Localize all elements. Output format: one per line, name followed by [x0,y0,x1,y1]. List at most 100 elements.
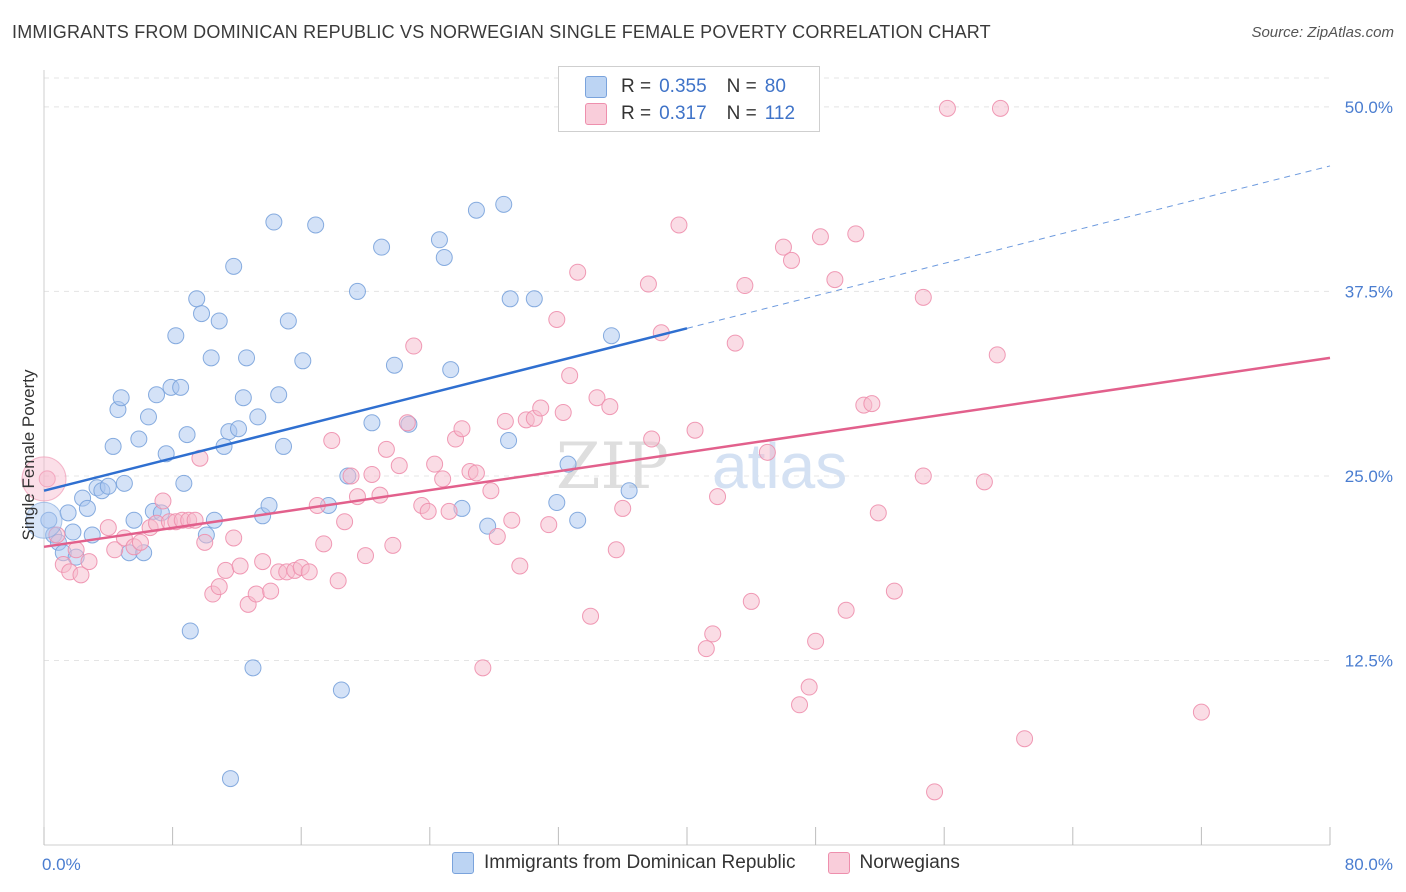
series-legend: Immigrants from Dominican Republic Norwe… [452,852,992,874]
point-norwegian [601,398,619,416]
point-norwegian [440,502,458,520]
point-norwegian [607,541,625,559]
point-norwegian [826,271,844,289]
point-norwegian [540,516,558,534]
source-credit: Source: ZipAtlas.com [1251,24,1394,41]
chart-title: IMMIGRANTS FROM DOMINICAN REPUBLIC VS NO… [12,22,991,42]
point-norwegian [914,467,932,485]
point-norwegian [811,228,829,246]
point-norwegian [988,346,1006,364]
point-norwegian [377,440,395,458]
point-dominican [260,496,278,514]
legend-n-label: N = [726,76,757,97]
point-norwegian [323,432,341,450]
point-norwegian [532,399,550,417]
point-norwegian [569,263,587,281]
point-dominican [525,290,543,308]
point-norwegian [938,99,956,117]
point-dominican [620,482,638,500]
point-norwegian [704,625,722,643]
point-norwegian [154,492,172,510]
legend-label-dominican: Immigrants from Dominican Republic [484,852,796,873]
point-dominican [602,327,620,345]
point-norwegian [217,561,235,579]
point-norwegian [869,504,887,522]
x-tick-label-min: 0.0% [42,855,81,874]
point-norwegian [482,482,500,500]
point-dominican [202,349,220,367]
point-norwegian [329,572,347,590]
point-dominican [244,659,262,677]
point-norwegian [231,557,249,575]
point-norwegian [106,541,124,559]
point-norwegian [863,395,881,413]
point-norwegian [453,420,471,438]
point-dominican [234,389,252,407]
point-dominican [442,361,460,379]
point-norwegian [782,251,800,269]
legend-row-dominican: R = 0.355 N = 80 [585,74,786,100]
point-norwegian [131,533,149,551]
point-norwegian [488,527,506,545]
point-norwegian [80,553,98,571]
point-dominican [148,386,166,404]
point-norwegian [926,783,944,801]
point-norwegian [643,430,661,448]
point-dominican [193,305,211,323]
point-norwegian [434,470,452,488]
point-norwegian [196,533,214,551]
point-norwegian [38,470,56,488]
point-dominican [167,327,185,345]
point-dominican [430,231,448,249]
point-dominican [64,523,82,541]
point-norwegian [254,553,272,571]
legend-r-value: 0.317 [659,103,707,124]
point-norwegian [247,585,265,603]
legend-n-label: N = [726,103,757,124]
point-dominican [99,477,117,495]
legend-swatch-norwegian [827,852,850,874]
point-norwegian [582,607,600,625]
point-norwegian [336,513,354,531]
point-norwegian [72,566,90,584]
x-tick-labels: 0.0% 80.0% [42,855,1393,874]
point-dominican [112,389,130,407]
point-norwegian [300,563,318,581]
legend-n-value: 80 [764,76,786,97]
point-norwegian [225,529,243,547]
y-tick-label: 25.0% [1345,467,1393,486]
point-norwegian [837,601,855,619]
point-norwegian [554,403,572,421]
point-norwegian [467,464,485,482]
point-norwegian [791,696,809,714]
point-dominican [294,352,312,370]
point-norwegian [99,519,117,537]
trend-lines [43,165,1331,549]
point-norwegian [686,421,704,439]
data-points [21,99,1210,801]
point-norwegian [1016,730,1034,748]
x-tick-label-max: 80.0% [1345,855,1393,874]
point-dominican [373,238,391,256]
point-dominican [500,432,518,450]
point-dominican [175,474,193,492]
point-norwegian [503,511,521,529]
legend-swatch-norwegian [585,103,607,125]
point-norwegian [726,334,744,352]
point-norwegian [742,592,760,610]
point-norwegian-large [21,456,67,502]
point-dominican [307,216,325,234]
point-norwegian [847,225,865,243]
point-dominican [332,681,350,699]
point-norwegian [561,367,579,385]
point-norwegian [991,99,1009,117]
point-norwegian [639,275,657,293]
point-dominican [569,511,587,529]
point-dominican [385,356,403,374]
y-axis-title: Single Female Poverty [19,369,38,541]
point-norwegian [48,526,66,544]
point-norwegian [474,659,492,677]
point-dominican [59,504,77,522]
point-norwegian [774,238,792,256]
